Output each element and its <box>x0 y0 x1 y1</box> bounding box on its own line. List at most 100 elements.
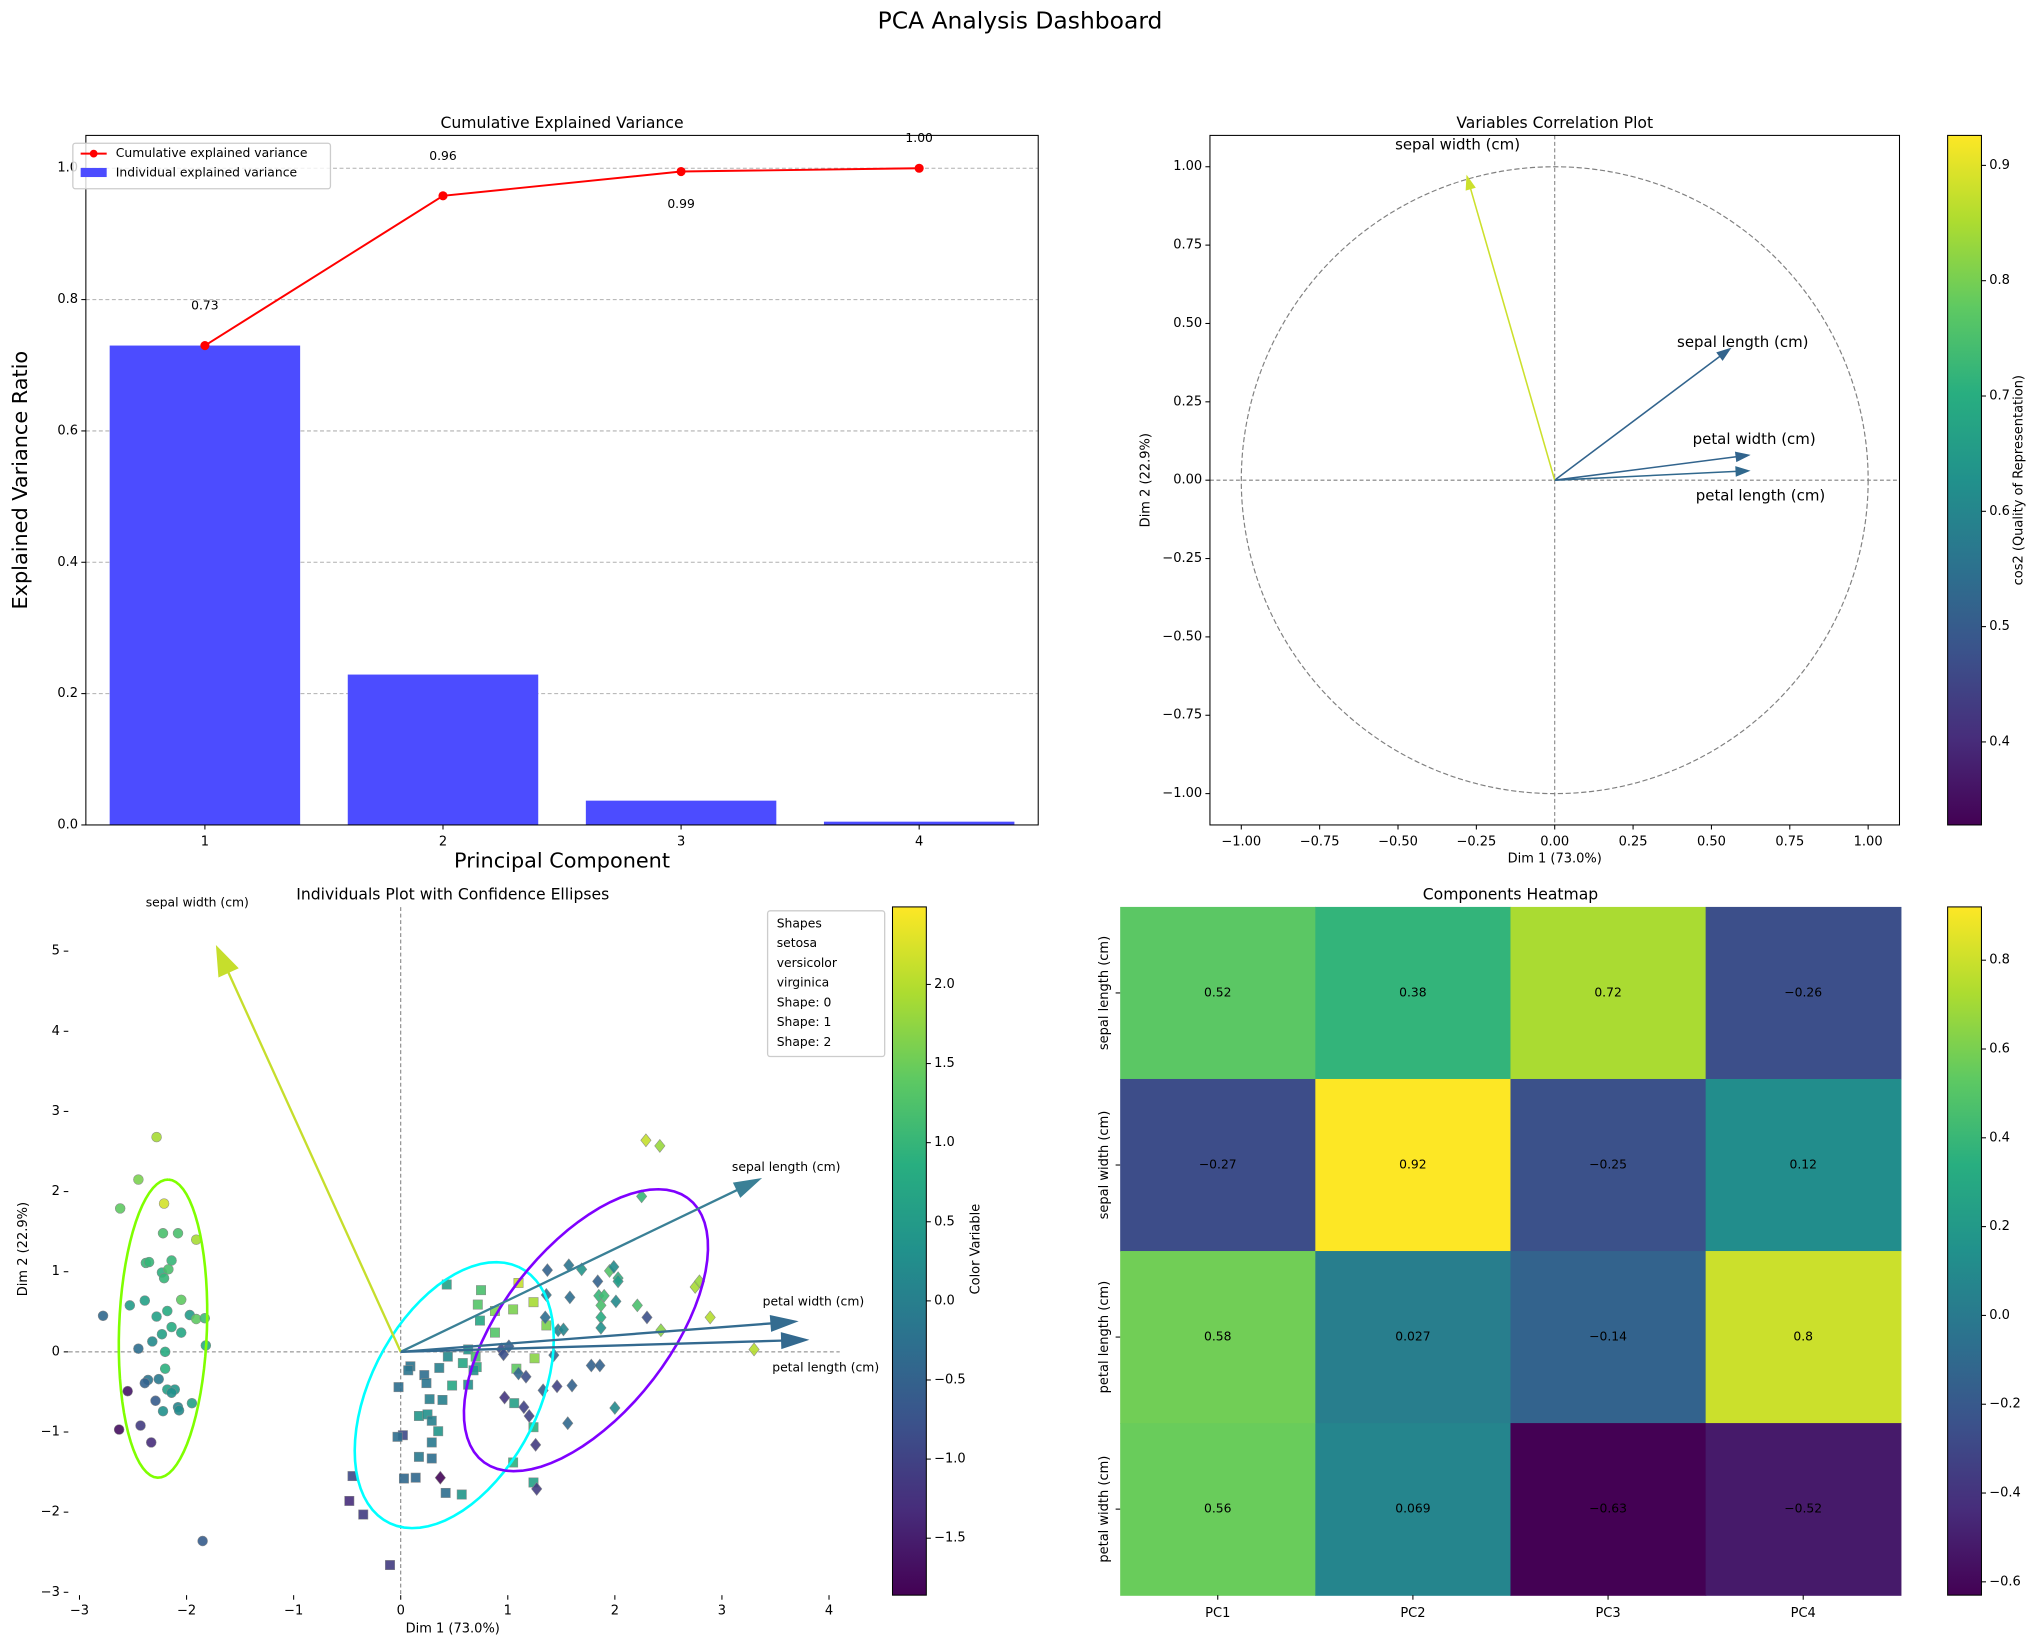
setosa-point <box>166 1321 177 1333</box>
versicolor-point <box>426 1415 437 1426</box>
y-tick-label: 0.6 <box>57 423 78 438</box>
heatmap-cell <box>1510 1423 1707 1596</box>
versicolor-point <box>457 1358 468 1369</box>
y-tick-label: −3 <box>41 1585 60 1600</box>
setosa-point <box>113 1424 125 1435</box>
heatmap-colorbar <box>1947 906 1982 1596</box>
legend-label: setosa <box>777 936 817 950</box>
setosa-point <box>133 1343 144 1354</box>
versicolor-point <box>529 1353 540 1364</box>
heatmap-cell <box>1120 1423 1316 1596</box>
virginica-point <box>531 1481 543 1496</box>
versicolor-point <box>410 1472 421 1483</box>
setosa-point <box>163 1264 174 1275</box>
virginica-point <box>530 1437 542 1452</box>
virginica-point <box>608 1259 620 1274</box>
biplot-label: sepal width (cm) <box>146 896 249 910</box>
colorbar-tick-label: −0.6 <box>1989 1574 2021 1589</box>
versicolor-point <box>476 1285 486 1296</box>
cumulative-annotation: 0.96 <box>429 149 457 163</box>
x-tick-label: 3 <box>718 1603 726 1618</box>
virginica-point <box>594 1358 606 1373</box>
y-tick-label: 0.2 <box>57 686 78 701</box>
colorbar-tick-label: 0.8 <box>1989 953 2010 968</box>
colorbar-label: Color Variable <box>968 1204 983 1295</box>
x-axis-label: Principal Component <box>454 848 670 872</box>
row-label: sepal length (cm) <box>1097 936 1112 1050</box>
biplot-arrow-head <box>769 1314 799 1332</box>
y-tick-label: 1 <box>52 1264 60 1279</box>
versicolor-point <box>421 1378 432 1389</box>
variable-label: petal width (cm) <box>1693 430 1816 448</box>
heatmap-cell <box>1510 906 1707 1080</box>
individuals-plot-chart: sepal length (cm) sepal width (cm) petal l… <box>16 886 983 1637</box>
heatmap-cell-label: 0.72 <box>1594 985 1621 999</box>
axes-frame <box>85 134 1039 826</box>
biplot-arrow-head <box>780 1332 810 1350</box>
biplot-arrow-shaft <box>400 1188 738 1353</box>
variables-correlation-chart: sepal length (cm) sepal width (cm) petal l… <box>1139 114 2027 866</box>
setosa-point <box>159 1363 171 1374</box>
cumulative-line <box>204 167 920 347</box>
colorbar-tick-label: −1.5 <box>934 1531 966 1546</box>
colorbar-tick-label: 2.0 <box>934 977 955 992</box>
legend-point-swatch <box>89 149 98 158</box>
colorbar-tick-label: 0.8 <box>1989 273 2010 288</box>
virginica-point <box>562 1416 574 1431</box>
setosa-point <box>197 1535 208 1547</box>
virginica-point <box>654 1138 666 1153</box>
legend-bar-swatch <box>80 167 107 178</box>
setosa-point <box>158 1272 170 1284</box>
versicolor-point <box>489 1327 500 1338</box>
y-tick-label: 0 <box>52 1344 60 1359</box>
cumulative-variance-chart: 0.00.20.40.60.81.00.730.960.991.001 2 3 4Cu… <box>8 114 1039 872</box>
heatmap-cell-label: 0.12 <box>1789 1158 1816 1172</box>
setosa-point <box>157 1405 169 1417</box>
setosa-point <box>151 1311 162 1322</box>
versicolor-point <box>413 1411 424 1421</box>
x-tick-label: 4 <box>915 834 923 849</box>
heatmap-cell-label: 0.52 <box>1204 985 1231 999</box>
colorbar-tick-label: 0.6 <box>1989 504 2010 519</box>
virginica-point <box>551 1379 563 1394</box>
setosa-point <box>157 1228 169 1239</box>
variable-arrow-head <box>1465 174 1476 191</box>
versicolor-point <box>358 1509 369 1520</box>
heatmap-cell-label: −0.25 <box>1589 1158 1627 1172</box>
colorbar-tick-label: 0.5 <box>1989 619 2010 634</box>
versicolor-point <box>424 1394 435 1405</box>
setosa-point <box>124 1300 136 1311</box>
setosa-point <box>133 1174 144 1185</box>
heatmap-cell-label: 0.8 <box>1793 1330 1813 1344</box>
variable-label: sepal length (cm) <box>1677 333 1808 351</box>
bar-pc3 <box>585 800 777 825</box>
versicolor-confidence-ellipse <box>353 1260 556 1530</box>
versicolor-point <box>440 1487 451 1498</box>
x-tick-label: 0.25 <box>1619 834 1648 849</box>
setosa-point <box>139 1377 151 1389</box>
x-tick-label: 0.00 <box>1540 834 1569 849</box>
virginica-point <box>518 1400 530 1415</box>
heatmap-cell-label: −0.27 <box>1199 1158 1237 1172</box>
y-tick-label: 4 <box>52 1024 60 1039</box>
versicolor-point <box>344 1495 355 1506</box>
y-tick-label: 1.00 <box>1173 159 1202 174</box>
virginica-point <box>434 1470 446 1485</box>
heatmap-cell-label: 0.069 <box>1395 1502 1430 1516</box>
virginica-point <box>564 1290 576 1305</box>
heatmap-cell <box>1120 1251 1316 1424</box>
versicolor-point <box>392 1431 403 1442</box>
heatmap-cell-label: −0.63 <box>1589 1502 1627 1516</box>
x-tick-label: −1.00 <box>1221 834 1261 849</box>
color-variable-colorbar <box>891 906 927 1596</box>
heatmap-cell <box>1705 1078 1902 1252</box>
variable-arrow-shaft <box>1554 470 1737 481</box>
cos2-colorbar <box>1947 134 1982 826</box>
colorbar-tick-label: 0.4 <box>1989 1130 2010 1145</box>
biplot-label: sepal length (cm) <box>732 1160 840 1174</box>
y-tick-label: −0.75 <box>1162 708 1202 723</box>
virginica-point <box>585 1358 597 1373</box>
y-tick-label: −1 <box>41 1425 60 1440</box>
setosa-point <box>147 1336 158 1347</box>
legend-label: virginica <box>777 976 829 990</box>
